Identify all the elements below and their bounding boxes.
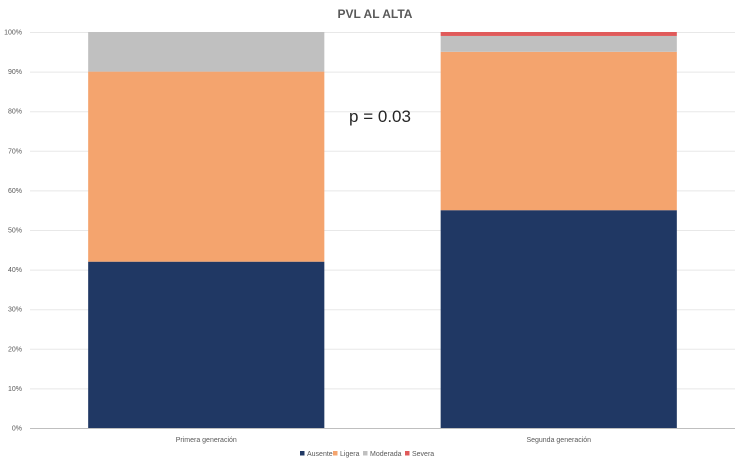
y-tick-label: 0% — [12, 426, 22, 433]
chart-title: PVL AL ALTA — [338, 7, 413, 21]
legend-swatch-ausente — [300, 451, 305, 456]
category-labels: Primera generación Segunda generación — [176, 437, 591, 444]
legend-swatch-severa — [405, 451, 410, 456]
legend-label: Moderada — [370, 451, 402, 458]
legend-swatch-ligera — [333, 451, 338, 456]
bar-segment-ausente — [88, 261, 325, 428]
category-label: Segunda generación — [526, 437, 591, 444]
y-tick-label: 70% — [8, 148, 22, 155]
y-axis-ticks: 0% 10% 20% 30% 40% 50% 60% 70% 80% 90% 100% — [4, 30, 22, 433]
legend: Ausente Ligera Moderada Severa — [300, 451, 434, 458]
legend-label: Ligera — [340, 451, 360, 458]
category-label: Primera generación — [176, 437, 237, 444]
bar-segment-severa — [440, 32, 677, 36]
legend-label: Ausente — [307, 451, 333, 458]
legend-swatch-moderada — [363, 451, 368, 456]
bar-segment-moderada — [88, 32, 325, 72]
y-tick-label: 20% — [8, 346, 22, 353]
bar-segment-moderada — [440, 35, 677, 52]
bar-segment-ligera — [440, 51, 677, 211]
y-tick-label: 10% — [8, 386, 22, 393]
bar-segment-ligera — [88, 71, 325, 262]
legend-label: Severa — [412, 451, 434, 458]
y-tick-label: 100% — [4, 30, 22, 37]
bar-segment-ausente — [440, 210, 677, 428]
bars — [88, 32, 677, 428]
y-tick-label: 90% — [8, 69, 22, 76]
y-tick-label: 30% — [8, 307, 22, 314]
p-value-annotation: p = 0.03 — [349, 107, 411, 126]
y-tick-label: 80% — [8, 109, 22, 116]
y-tick-label: 60% — [8, 188, 22, 195]
y-tick-label: 50% — [8, 228, 22, 235]
y-tick-label: 40% — [8, 267, 22, 274]
